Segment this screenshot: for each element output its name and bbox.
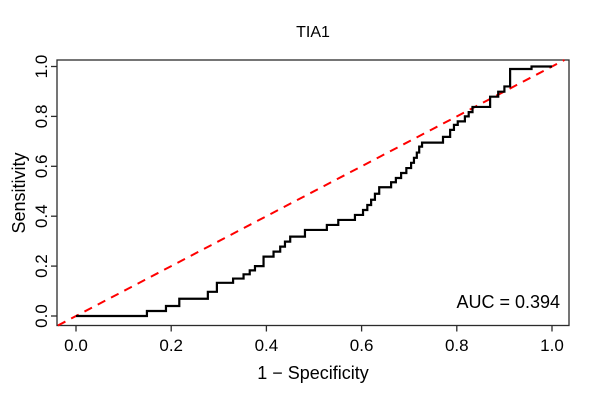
x-tick-label: 0.4	[255, 336, 279, 355]
y-tick-label: 0.6	[32, 154, 51, 178]
x-tick-label: 1.0	[540, 336, 564, 355]
roc-curve	[76, 65, 552, 318]
y-tick-label: 0.8	[32, 105, 51, 129]
x-tick-label: 0.6	[350, 336, 374, 355]
y-tick-label: 1.0	[32, 55, 51, 79]
plot-title: TIA1	[296, 24, 330, 41]
reference-line	[57, 59, 565, 327]
x-tick-label: 0.2	[159, 336, 183, 355]
x-tick-label: 0.8	[445, 336, 469, 355]
y-axis-label: Sensitivity	[9, 152, 29, 233]
plot-box	[56, 59, 570, 327]
y-tick-label: 0.4	[32, 204, 51, 228]
y-axis: 0.0 0.2 0.4 0.6 0.8 1.0	[32, 55, 57, 328]
y-tick-label: 0.2	[32, 254, 51, 278]
y-tick-label: 0.0	[32, 304, 51, 328]
x-tick-label: 0.0	[64, 336, 88, 355]
x-axis-label: 1 − Specificity	[257, 363, 369, 383]
x-axis: 0.0 0.2 0.4 0.6 0.8 1.0	[64, 325, 564, 355]
auc-annotation: AUC = 0.394	[456, 292, 560, 312]
